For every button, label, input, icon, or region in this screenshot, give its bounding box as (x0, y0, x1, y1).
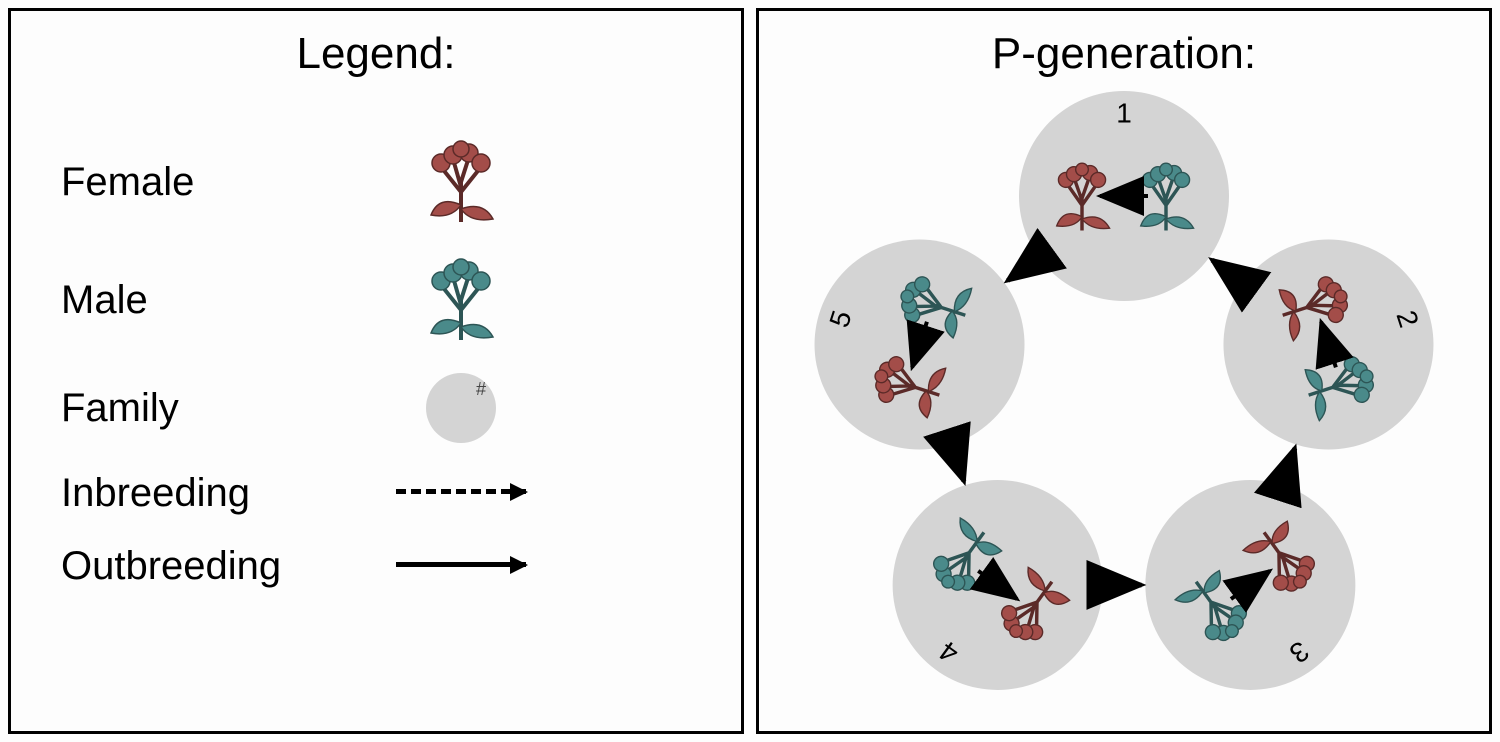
family-circle-icon: # (361, 373, 561, 443)
legend-row-inbreeding: Inbreeding (61, 471, 691, 516)
plant-female-icon (361, 137, 561, 227)
plant-male-icon (361, 255, 561, 345)
legend-label: Family (61, 386, 361, 431)
legend-label: Male (61, 278, 361, 323)
diagram-svg: 12345 (759, 91, 1489, 731)
diagram-area: 12345 (759, 91, 1489, 731)
arrow-solid-icon (361, 562, 561, 571)
svg-text:1: 1 (1116, 97, 1132, 128)
legend-row-male: Male (61, 255, 691, 345)
legend-title: Legend: (11, 29, 741, 79)
legend-body: Female Male (11, 79, 741, 589)
arrow-dashed-icon (361, 489, 561, 498)
family-hash: # (476, 379, 486, 400)
legend-label: Female (61, 160, 361, 205)
legend-row-female: Female (61, 137, 691, 227)
legend-label: Outbreeding (61, 544, 361, 589)
legend-panel: Legend: Female (8, 8, 744, 734)
diagram-title: P-generation: (759, 29, 1489, 79)
legend-label: Inbreeding (61, 471, 361, 516)
figure-container: Legend: Female (0, 0, 1500, 742)
diagram-panel: P-generation: (756, 8, 1492, 734)
legend-row-family: Family # (61, 373, 691, 443)
legend-row-outbreeding: Outbreeding (61, 544, 691, 589)
